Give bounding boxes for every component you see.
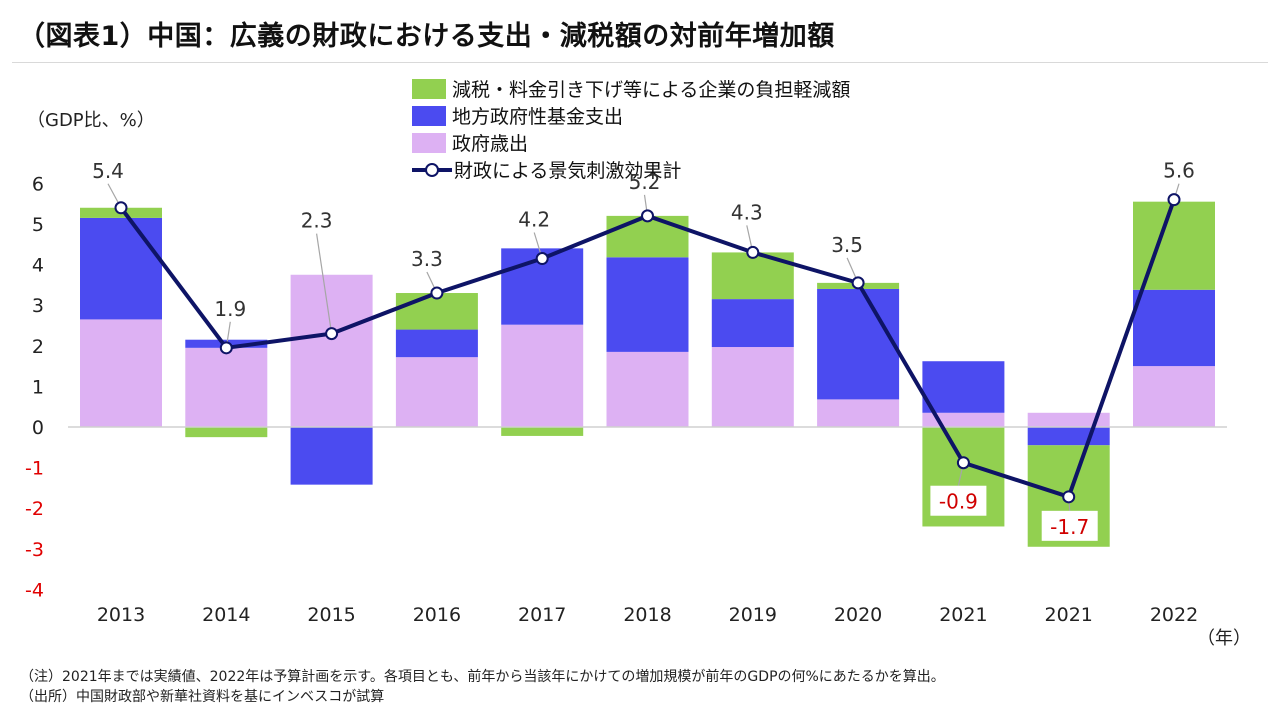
y-tick-label: 4 (32, 255, 44, 277)
data-label-2013-0: 5.4 (92, 159, 124, 183)
footnotes: （注）2021年までは実績値、2022年は予算計画を示す。各項目とも、前年から当… (20, 667, 945, 707)
bar-tax-cut-2017-4 (501, 427, 584, 436)
y-tick-label: 5 (32, 214, 44, 236)
legend-label-gov-expenditure: 政府歳出 (452, 133, 529, 155)
data-label-2020-7: 3.5 (831, 233, 863, 257)
legend-swatch-tax-cut (412, 78, 446, 99)
y-tick-label: 1 (32, 376, 44, 398)
bar-local-fund-2013-0 (80, 217, 162, 320)
legend-label-stimulus-line: 財政による景気刺激効果計 (454, 160, 682, 182)
data-label-2021-8: -0.9 (939, 490, 978, 514)
bar-local-fund-2021-9 (1027, 427, 1110, 446)
x-tick-label: 2015 (307, 604, 355, 626)
x-tick-label: 2020 (834, 604, 882, 626)
leader-line (316, 233, 333, 334)
y-tick-label: -3 (25, 539, 44, 561)
x-tick-label: 2021 (1045, 604, 1093, 626)
data-label-2019-6: 4.3 (731, 200, 763, 224)
bar-local-fund-2018-5 (606, 257, 689, 352)
x-tick-label: 2019 (729, 604, 777, 626)
title-divider (12, 62, 1268, 63)
x-tick-label: 2021 (939, 604, 987, 626)
bar-gov-expenditure-2018-5 (606, 351, 689, 427)
y-tick-label: -1 (25, 458, 44, 480)
bar-tax-cut-2018-5 (606, 215, 689, 258)
data-label-2021-9: -1.7 (1050, 515, 1089, 539)
line-point-2020-7 (851, 276, 865, 290)
y-tick-label: 6 (32, 173, 44, 195)
legend-line-marker (412, 160, 452, 180)
legend-item-gov-expenditure: 政府歳出 (412, 129, 850, 156)
legend: 減税・料金引き下げ等による企業の負担軽減額 地方政府性基金支出 政府歳出 財政に… (412, 75, 850, 183)
bar-gov-expenditure-2021-8 (922, 412, 1005, 427)
bar-gov-expenditure-2021-9 (1027, 412, 1110, 427)
legend-item-stimulus-line: 財政による景気刺激効果計 (412, 156, 850, 183)
bar-gov-expenditure-2017-4 (501, 324, 584, 427)
bar-gov-expenditure-2014-1 (185, 347, 268, 427)
bar-gov-expenditure-2022-10 (1133, 366, 1215, 427)
line-point-2013-0 (114, 201, 128, 215)
line-point-2017-4 (535, 252, 549, 266)
legend-item-local-fund: 地方政府性基金支出 (412, 102, 850, 129)
bar-local-fund-2016-3 (395, 329, 478, 358)
x-tick-label: 2017 (518, 604, 566, 626)
line-point-2022-10 (1167, 193, 1181, 207)
x-tick-label: 2022 (1150, 604, 1198, 626)
bar-local-fund-2015-2 (290, 427, 373, 485)
bar-tax-cut-2014-1 (185, 427, 268, 438)
data-label-2016-3: 3.3 (411, 247, 443, 271)
x-tick-label: 2018 (623, 604, 671, 626)
y-tick-label: 3 (32, 295, 44, 317)
line-point-2021-9 (1062, 490, 1076, 504)
data-label-box (1041, 510, 1098, 541)
data-label-2017-4: 4.2 (518, 208, 550, 232)
x-tick-label: 2013 (97, 604, 145, 626)
data-label-2018-5: 5.2 (629, 170, 661, 194)
data-label-2015-2: 2.3 (301, 209, 333, 233)
legend-item-tax-cut: 減税・料金引き下げ等による企業の負担軽減額 (412, 75, 850, 102)
y-tick-label: 0 (32, 417, 44, 439)
data-label-2022-10: 5.6 (1163, 159, 1195, 183)
legend-label-local-fund: 地方政府性基金支出 (452, 106, 624, 128)
y-tick-label: -2 (25, 498, 44, 520)
data-label-2014-1: 1.9 (214, 297, 246, 321)
chart-title: （図表1）中国：広義の財政における支出・減税額の対前年増加額 (18, 21, 835, 52)
bar-local-fund-2021-8 (922, 361, 1005, 413)
bar-gov-expenditure-2015-2 (290, 274, 373, 427)
bar-gov-expenditure-2013-0 (80, 319, 162, 427)
legend-swatch-local-fund (412, 105, 446, 126)
x-axis-unit-label: （年） (1197, 628, 1251, 649)
bar-local-fund-2019-6 (711, 299, 794, 348)
y-tick-label: -4 (25, 579, 44, 601)
footnote-source: （出所）中国財政部や新華社資料を基にインベスコが試算 (20, 689, 385, 705)
legend-swatch-gov-expenditure (412, 132, 446, 153)
line-point-2015-2 (325, 327, 339, 341)
y-axis-unit-label: （GDP比、%） (27, 110, 155, 131)
bar-gov-expenditure-2020-7 (817, 399, 900, 427)
line-point-2018-5 (641, 209, 654, 223)
footnote-note: （注）2021年までは実績値、2022年は予算計画を示す。各項目とも、前年から当… (20, 669, 945, 685)
x-tick-label: 2016 (413, 604, 461, 626)
line-point-2014-1 (219, 341, 233, 355)
y-tick-label: 2 (32, 336, 44, 358)
line-point-2019-6 (746, 245, 760, 259)
line-point-2016-3 (430, 286, 444, 300)
bar-gov-expenditure-2016-3 (395, 357, 478, 427)
bar-gov-expenditure-2019-6 (711, 347, 794, 427)
bar-local-fund-2022-10 (1133, 289, 1215, 367)
legend-label-tax-cut: 減税・料金引き下げ等による企業の負担軽減額 (452, 79, 851, 101)
bar-local-fund-2020-7 (817, 288, 900, 400)
line-point-2021-8 (956, 456, 970, 470)
x-tick-label: 2014 (202, 604, 250, 626)
data-label-box (930, 485, 987, 516)
